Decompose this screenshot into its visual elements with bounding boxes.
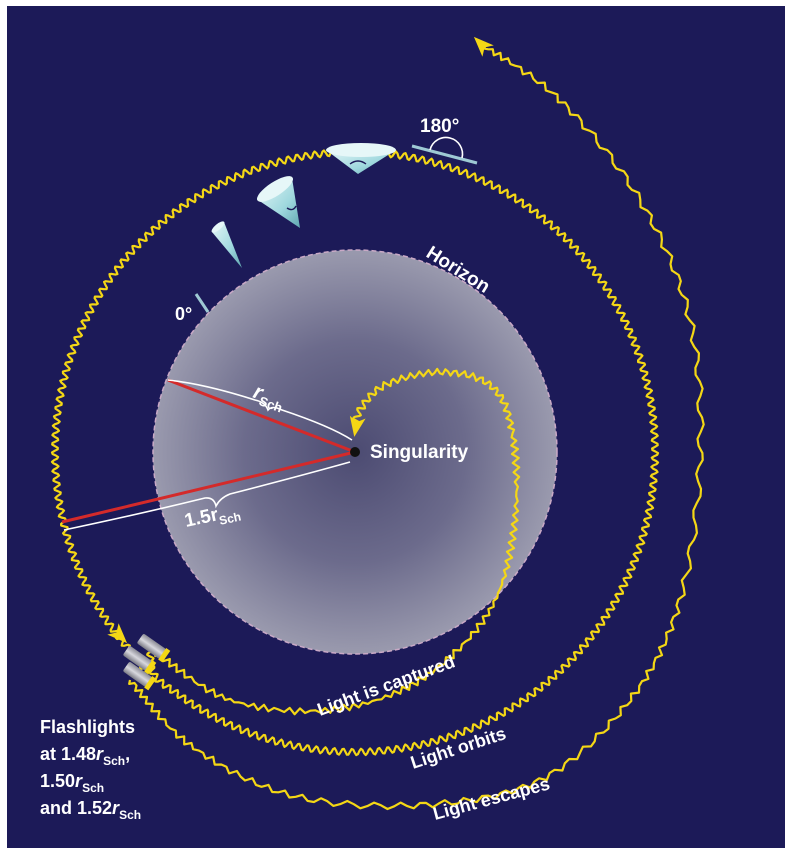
radius-15rsch-line bbox=[61, 450, 356, 524]
angle-0-marker bbox=[194, 293, 210, 313]
light-path-captured bbox=[153, 367, 521, 716]
singularity-point bbox=[350, 447, 360, 457]
arrow-flashlight-icon bbox=[107, 623, 128, 644]
svg-text:Flashlights: Flashlights bbox=[40, 717, 135, 737]
radius-rsch-line bbox=[167, 378, 356, 454]
light-path-escapes bbox=[128, 41, 705, 811]
angle-180-marker bbox=[411, 144, 478, 165]
angle-0-label: 0° bbox=[175, 304, 192, 324]
arrow-singularity-icon bbox=[349, 415, 366, 437]
svg-text:at 1.48rSch,: at 1.48rSch, bbox=[40, 744, 130, 768]
light-cone-large bbox=[326, 143, 396, 174]
light-cone-small bbox=[211, 221, 242, 268]
flashlight-150-icon bbox=[123, 646, 157, 675]
arrow-escape-icon bbox=[473, 36, 494, 57]
angle-180-arc bbox=[429, 136, 464, 159]
light-cone-medium bbox=[256, 176, 300, 228]
flashlights-caption: Flashlights at 1.48rSch, 1.50rSch and 1.… bbox=[40, 717, 141, 822]
singularity-label: Singularity bbox=[370, 442, 469, 463]
brace-rsch bbox=[167, 379, 353, 441]
angle-180-label: 180° bbox=[420, 116, 459, 137]
flashlight-152-icon bbox=[137, 634, 171, 663]
svg-text:and 1.52rSch: and 1.52rSch bbox=[40, 798, 141, 822]
brace-15rsch bbox=[63, 461, 351, 531]
flashlight-148-icon bbox=[123, 662, 157, 691]
light-path-orbits bbox=[50, 147, 660, 757]
svg-text:1.50rSch: 1.50rSch bbox=[40, 771, 104, 795]
